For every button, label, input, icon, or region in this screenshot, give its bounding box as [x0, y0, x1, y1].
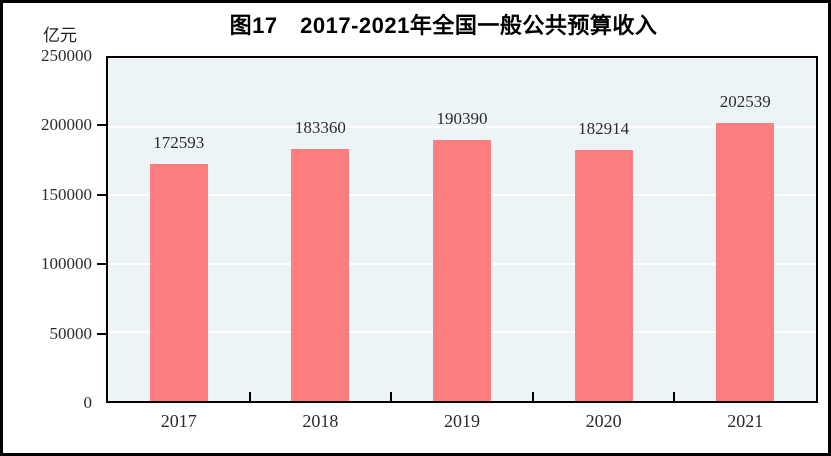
- bar-column-2017: 172593: [108, 58, 250, 401]
- y-axis-tick-mark: [97, 263, 106, 266]
- gridline: [108, 125, 816, 128]
- y-axis-tick-label: 150000: [41, 184, 92, 204]
- bar-2021: [716, 123, 775, 401]
- y-axis-tick-mark: [97, 124, 106, 127]
- x-axis-label-2018: 2018: [302, 411, 339, 431]
- y-axis-tick-mark: [97, 193, 106, 196]
- x-axis-tick-mark: [390, 392, 393, 401]
- y-axis-tick-label: 0: [83, 393, 93, 412]
- x-axis-label-2021: 2021: [727, 411, 764, 431]
- bar-value-label-2020: 182914: [578, 119, 630, 138]
- chart-title: 图17 2017-2021年全国一般公共预算收入: [229, 13, 658, 38]
- bar-value-label-2018: 183360: [294, 118, 346, 137]
- bar-column-2020: 182914: [533, 58, 675, 401]
- x-axis-tick-mark: [673, 392, 676, 401]
- bar-value-label-2017: 172593: [153, 133, 205, 152]
- bar-2020: [574, 150, 633, 401]
- bar-column-2019: 190390: [391, 58, 533, 401]
- bar-2018: [291, 149, 350, 401]
- y-axis-tick-label: 50000: [49, 323, 93, 343]
- y-axis-tick-label: 100000: [41, 254, 92, 274]
- y-axis-unit-label: 亿元: [43, 26, 77, 45]
- x-axis-label-2020: 2020: [585, 411, 622, 431]
- x-axis-label-2017: 2017: [160, 411, 197, 431]
- bar-2019: [432, 140, 491, 401]
- y-axis-tick-label: 200000: [41, 115, 92, 135]
- y-axis-tick-mark: [97, 332, 106, 335]
- plot-area: 172593 183360 190390 182914 202539: [106, 56, 818, 403]
- bar-value-label-2021: 202539: [719, 92, 771, 111]
- x-axis-tick-mark: [531, 392, 534, 401]
- y-axis-tick-label: 250000: [41, 46, 92, 65]
- bar-2017: [149, 164, 208, 401]
- bar-value-label-2019: 190390: [436, 109, 488, 128]
- bar-column-2018: 183360: [250, 58, 392, 401]
- x-axis-tick-mark: [248, 392, 251, 401]
- bar-column-2021: 202539: [674, 58, 816, 401]
- x-axis-label-2019: 2019: [443, 411, 480, 431]
